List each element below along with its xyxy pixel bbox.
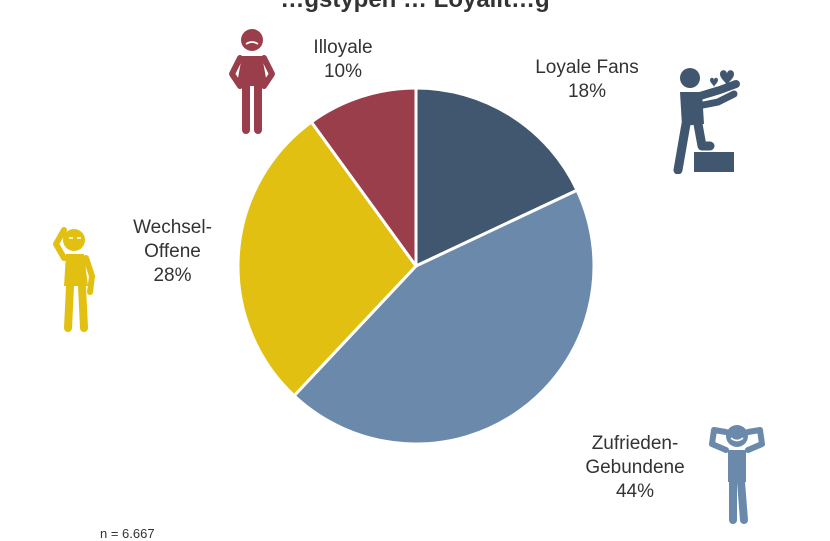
pie-slice-wechsel-offene xyxy=(236,120,418,398)
slice-value-label: 18% xyxy=(567,81,607,102)
pie-slice-zufrieden-gebundene xyxy=(292,188,596,446)
slice-name-line: Offene xyxy=(144,241,201,262)
slice-value-label: 44% xyxy=(615,481,655,502)
slice-name-line: Illoyale xyxy=(313,37,373,58)
person-thinking-icon xyxy=(53,227,95,332)
slice-label-zufrieden-gebundene: Zufrieden- Gebundene 44% xyxy=(560,432,710,504)
person-hugging-heart-icon xyxy=(673,68,740,174)
slice-label-loyale-fans: Loyale Fans 18% xyxy=(512,56,662,104)
slice-label-wechsel-offene: Wechsel- Offene 28% xyxy=(100,216,245,288)
slice-name-line: Zufrieden- xyxy=(591,433,679,454)
person-grumpy-icon xyxy=(229,29,275,134)
slice-name-line: Wechsel- xyxy=(133,217,212,238)
chart-title: …gstypen … Loyalit…g xyxy=(0,0,830,14)
slice-name-line: Gebundene xyxy=(585,457,685,478)
slice-value-label: 10% xyxy=(323,61,363,82)
slice-label-illoyale: Illoyale 10% xyxy=(283,36,403,84)
slice-name-line: Loyale Fans xyxy=(535,57,639,78)
pie-slice-illoyale xyxy=(309,86,418,268)
slice-value-label: 28% xyxy=(153,265,192,286)
pie-slice-loyale-fans xyxy=(414,86,579,268)
person-relaxing-icon xyxy=(709,425,765,524)
sample-size-note: n = 6.667 xyxy=(100,526,155,541)
